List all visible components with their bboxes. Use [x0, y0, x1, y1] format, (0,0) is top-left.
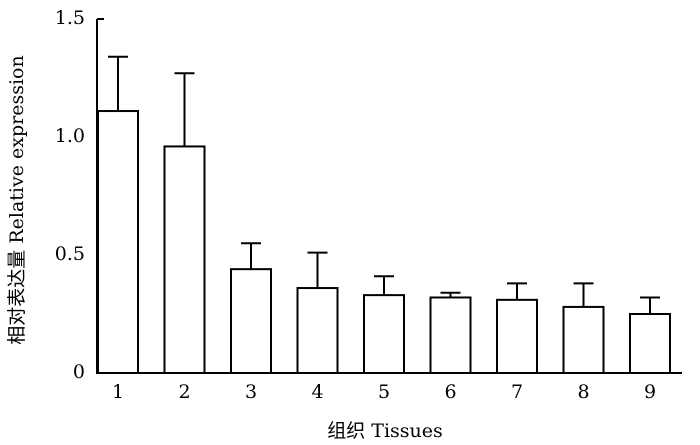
x-tick-label: 8	[577, 381, 589, 403]
x-tick-label: 6	[444, 381, 456, 403]
bar	[296, 287, 339, 375]
x-tick-label: 1	[112, 381, 124, 403]
y-tick-label: 0.5	[55, 243, 85, 265]
y-tick-label: 0	[73, 361, 85, 383]
bar	[230, 268, 272, 374]
x-tick-label: 7	[511, 381, 523, 403]
x-tick-label: 2	[178, 381, 190, 403]
y-tick-label: 1.0	[55, 125, 85, 147]
x-axis-label: 组织 Tissues	[327, 420, 443, 442]
bar	[429, 296, 472, 375]
bar	[496, 298, 538, 374]
y-tick-label: 1.5	[55, 7, 85, 29]
x-tick-label: 9	[644, 381, 656, 403]
x-tick-label: 5	[378, 381, 390, 403]
y-axis-label: 相对表达量 Relative expression	[6, 55, 28, 344]
bar	[363, 294, 405, 374]
bar	[562, 305, 605, 375]
x-tick-label: 4	[311, 381, 323, 403]
bar	[163, 145, 206, 374]
bar	[629, 313, 671, 374]
bar	[97, 110, 139, 374]
x-tick-label: 3	[245, 381, 257, 403]
